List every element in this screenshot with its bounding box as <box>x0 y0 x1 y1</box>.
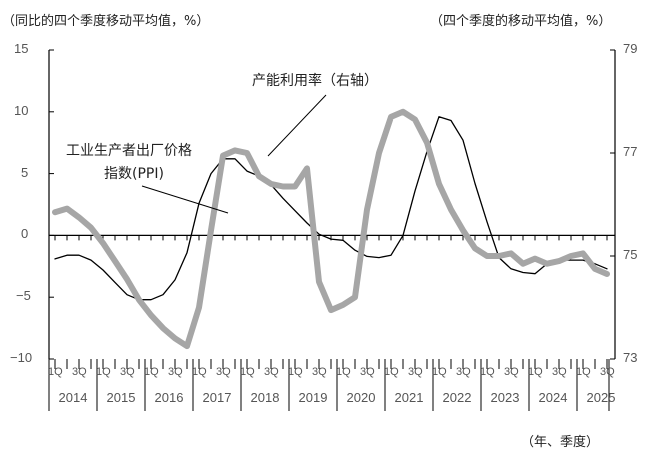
quarter-label: 3Q <box>600 366 615 378</box>
year-label: 2019 <box>298 390 328 405</box>
quarter-label: 3Q <box>456 366 471 378</box>
right-tick-label: 77 <box>623 144 638 159</box>
quarter-label: 3Q <box>264 366 279 378</box>
quarter-label: 1Q <box>528 366 543 378</box>
year-label: 2016 <box>154 390 184 405</box>
capacity-utilization-annotation: 产能利用率（右轴） <box>252 73 378 89</box>
year-label: 2025 <box>586 390 616 405</box>
quarter-label: 1Q <box>288 366 303 378</box>
quarter-label: 1Q <box>48 366 63 378</box>
quarter-label: 1Q <box>144 366 159 378</box>
year-label: 2021 <box>394 390 424 405</box>
quarter-label: 3Q <box>360 366 375 378</box>
capacity-utilization-line <box>52 108 610 350</box>
ppi-annotation-line1: 工业生产者出厂价格 <box>66 143 192 159</box>
quarter-label: 1Q <box>576 366 591 378</box>
left-tick-label: −5 <box>16 288 31 304</box>
ppi-annotation-line2: 指数(PPI) <box>104 166 164 182</box>
quarter-label: 1Q <box>480 366 495 378</box>
year-label: 2023 <box>490 390 520 405</box>
quarter-label: 3Q <box>168 366 183 378</box>
right-tick-label: 75 <box>623 247 638 262</box>
quarter-label: 1Q <box>432 366 447 378</box>
quarter-label: 1Q <box>192 366 207 378</box>
year-label: 2018 <box>250 390 280 405</box>
quarter-label: 3Q <box>216 366 231 378</box>
ppi-annotation-leader <box>141 185 229 214</box>
ppi-line <box>54 116 608 301</box>
quarter-label: 3Q <box>552 366 567 378</box>
right-tick-label: 79 <box>623 41 638 56</box>
year-label: 2014 <box>58 390 88 405</box>
right-tick-label: 73 <box>623 350 638 365</box>
quarter-label: 3Q <box>504 366 519 378</box>
quarter-label: 3Q <box>120 366 135 378</box>
year-label: 2017 <box>202 390 232 405</box>
year-label: 2022 <box>442 390 472 405</box>
left-tick-label: 15 <box>14 41 29 56</box>
quarter-label: 3Q <box>408 366 423 378</box>
quarter-label: 3Q <box>72 366 87 378</box>
x-axis-unit: （年、季度） <box>521 435 600 450</box>
quarter-label: 1Q <box>96 366 111 378</box>
left-tick-label: 10 <box>14 102 29 118</box>
quarter-label: 1Q <box>336 366 351 378</box>
left-tick-label: 5 <box>21 164 29 180</box>
quarter-label: 3Q <box>312 366 327 378</box>
left-tick-label: 0 <box>21 226 29 242</box>
capacity-annotation-leader <box>267 94 327 157</box>
right-axis-unit: （四个季度的移动平均值，%） <box>430 14 612 29</box>
year-label: 2015 <box>106 390 136 405</box>
left-axis-unit: （同比的四个季度移动平均值，%） <box>2 14 210 29</box>
quarter-label: 1Q <box>240 366 255 378</box>
year-label: 2024 <box>538 390 568 405</box>
quarter-label: 1Q <box>384 366 399 378</box>
year-label: 2020 <box>346 390 376 405</box>
left-tick-label: −10 <box>10 350 33 365</box>
